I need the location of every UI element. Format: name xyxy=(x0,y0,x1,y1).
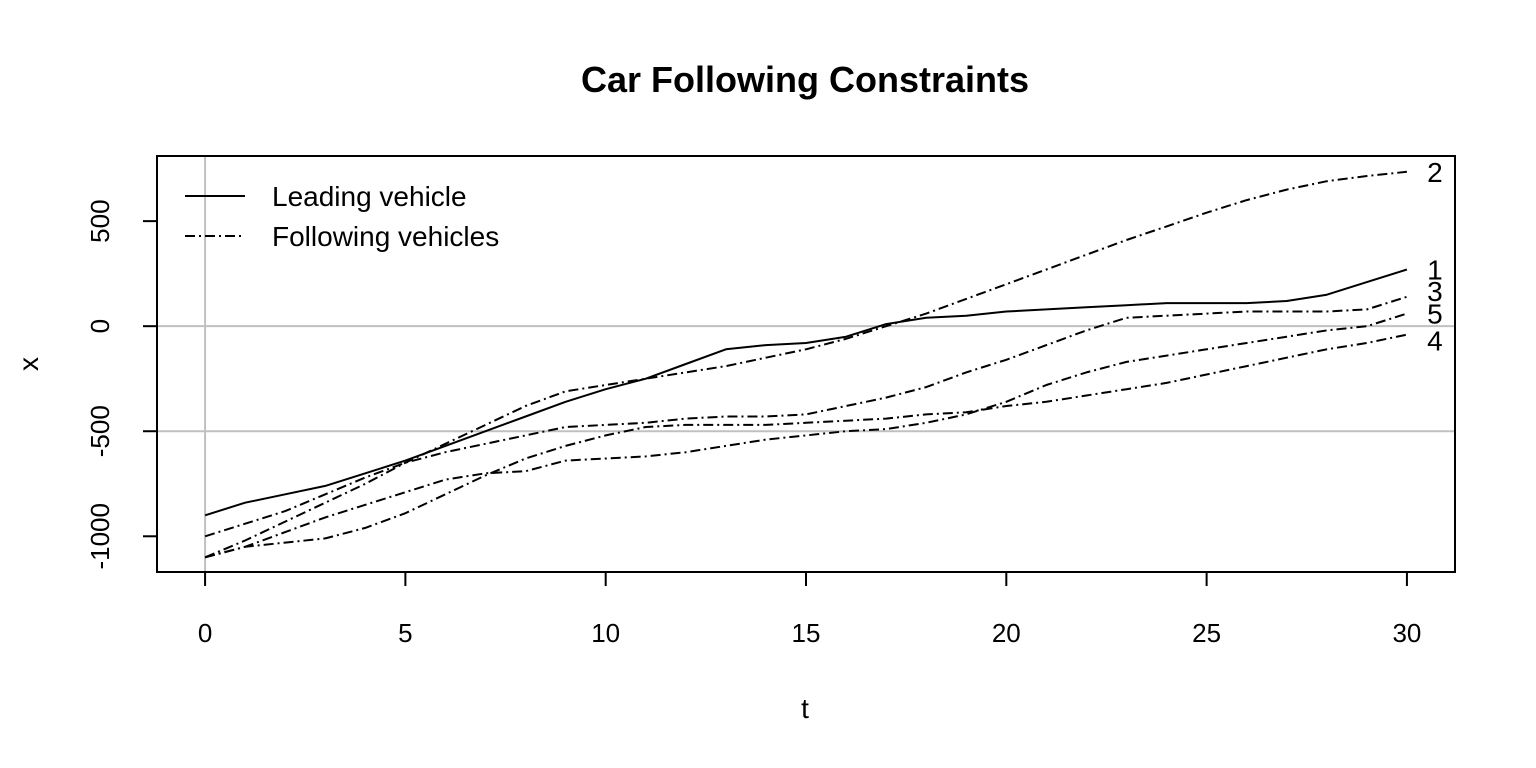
series-lines xyxy=(204,170,1408,559)
series-line-2 xyxy=(204,170,1408,559)
series-end-label-3: 3 xyxy=(1427,276,1443,307)
series-end-label-4: 4 xyxy=(1427,326,1443,357)
x-tick-label: 20 xyxy=(992,618,1021,648)
x-tick-label: 30 xyxy=(1392,618,1421,648)
x-tick-label: 15 xyxy=(792,618,821,648)
series-line-5 xyxy=(204,312,1408,559)
x-tick-label: 5 xyxy=(398,618,412,648)
legend-label-following: Following vehicles xyxy=(272,221,499,252)
y-tick-label: 500 xyxy=(85,199,115,242)
y-tick-label: 0 xyxy=(85,319,115,333)
series-line-4 xyxy=(204,333,1408,559)
y-axis-label: x xyxy=(13,357,44,371)
x-tick-label: 25 xyxy=(1192,618,1221,648)
legend: Leading vehicle Following vehicles xyxy=(185,181,499,252)
series-end-label-1: 1 xyxy=(1427,254,1443,285)
x-tick-label: 0 xyxy=(198,618,212,648)
y-axis: -1000 -500 0 500 xyxy=(85,199,158,570)
y-tick-label: -1000 xyxy=(85,503,115,570)
series-line-3 xyxy=(204,295,1408,538)
series-line-1 xyxy=(204,268,1408,517)
x-axis-label: t xyxy=(801,693,809,724)
legend-label-leading: Leading vehicle xyxy=(272,181,467,212)
y-tick-label: -500 xyxy=(85,405,115,457)
chart-title: Car Following Constraints xyxy=(581,59,1029,100)
grid xyxy=(157,156,1455,572)
series-end-labels: 1 2 3 45 xyxy=(1427,157,1443,357)
series-end-label-5: 5 xyxy=(1427,299,1443,330)
x-axis: 0 5 10 15 20 25 30 xyxy=(198,571,1421,648)
series-end-label-2: 2 xyxy=(1427,157,1443,188)
x-tick-label: 10 xyxy=(591,618,620,648)
